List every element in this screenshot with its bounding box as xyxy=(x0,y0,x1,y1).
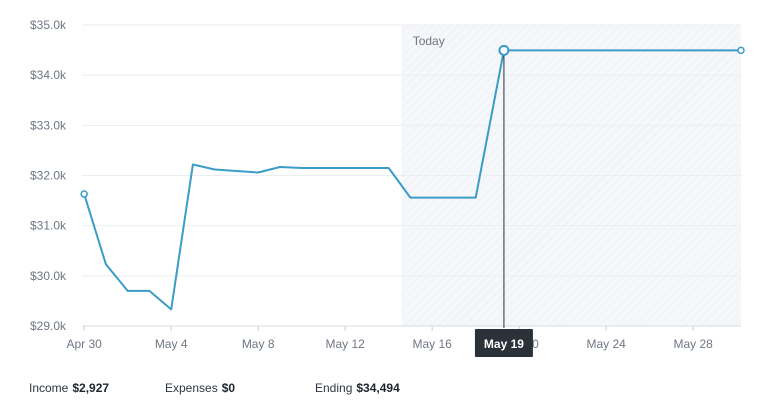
expenses-label: Expenses xyxy=(165,381,218,395)
expenses-value: $0 xyxy=(221,381,236,395)
y-tick-label: $32.0k xyxy=(30,169,67,183)
y-tick-label: $35.0k xyxy=(30,18,67,32)
x-tick-label: Apr 30 xyxy=(66,337,102,351)
y-tick-label: $29.0k xyxy=(30,319,67,333)
x-tick-label: May 8 xyxy=(242,337,275,351)
x-tick-label: May 4 xyxy=(155,337,188,351)
end-point xyxy=(737,46,745,55)
date-tooltip-label: May 19 xyxy=(484,337,524,351)
balance-line-chart: Today $35.0k $34.0k $33.0k $32.0k $31.0k $30.… xyxy=(30,18,745,357)
income-label: Income xyxy=(29,381,69,395)
y-tick-label: $31.0k xyxy=(30,219,67,233)
x-tick-label: May 24 xyxy=(586,337,626,351)
ending-value: $34,494 xyxy=(356,381,400,395)
ending-label: Ending xyxy=(315,381,353,395)
income-value: $2,927 xyxy=(72,381,110,395)
x-tick-label: May 12 xyxy=(325,337,365,351)
y-tick-label: $34.0k xyxy=(30,68,67,82)
x-tick-label: May 28 xyxy=(673,337,713,351)
balance-series-line xyxy=(83,49,741,311)
y-tick-label: $30.0k xyxy=(30,269,67,283)
today-label: Today xyxy=(413,34,445,48)
income-summary: Income $2,927 xyxy=(29,381,109,395)
expenses-summary: Expenses $0 xyxy=(165,381,235,395)
start-point xyxy=(80,190,88,198)
ending-summary: Ending $34,494 xyxy=(315,381,400,395)
date-tooltip xyxy=(474,329,533,357)
hover-point xyxy=(498,44,510,56)
x-tick-label: May 16 xyxy=(412,337,452,351)
y-tick-label: $33.0k xyxy=(30,118,67,132)
